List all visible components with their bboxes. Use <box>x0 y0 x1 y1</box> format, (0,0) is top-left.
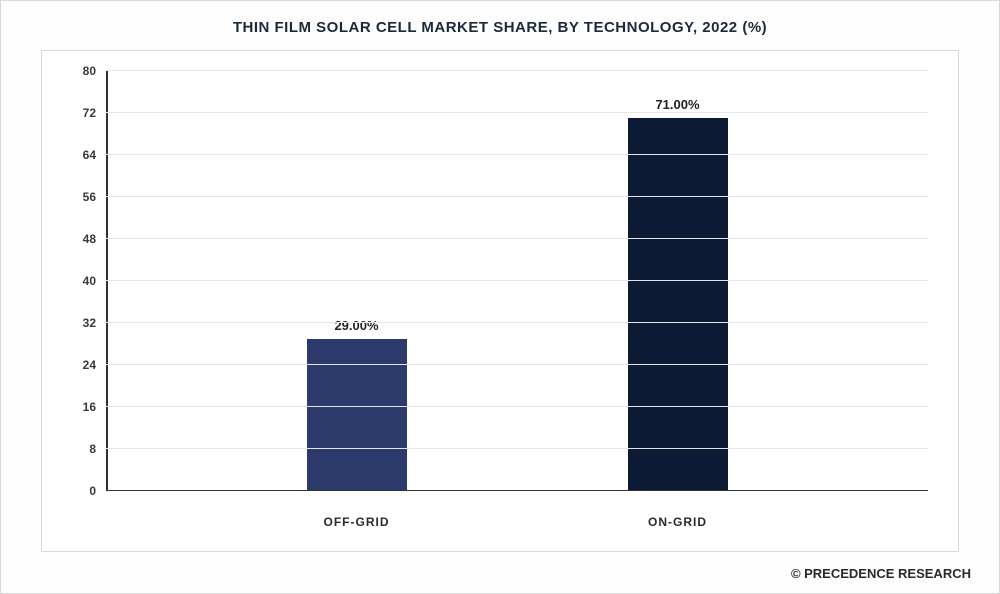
plot-area: 29.00% 71.00% 08162432404856647280 <box>106 71 928 491</box>
grid-line <box>106 70 928 71</box>
chart-title: THIN FILM SOLAR CELL MARKET SHARE, BY TE… <box>1 1 999 44</box>
grid-line <box>106 112 928 113</box>
y-tick-label: 56 <box>83 190 106 204</box>
bar-on-grid <box>628 118 728 491</box>
grid-line <box>106 238 928 239</box>
grid-line <box>106 490 928 491</box>
y-tick-label: 24 <box>83 358 106 372</box>
grid-line <box>106 448 928 449</box>
bar-off-grid <box>307 339 407 491</box>
grid-line <box>106 364 928 365</box>
grid-line <box>106 196 928 197</box>
y-tick-label: 8 <box>89 442 106 456</box>
y-tick-label: 16 <box>83 400 106 414</box>
bars-group: 29.00% 71.00% <box>106 71 928 491</box>
y-tick-label: 80 <box>83 64 106 78</box>
y-tick-label: 0 <box>89 484 106 498</box>
y-tick-label: 32 <box>83 316 106 330</box>
grid-line <box>106 154 928 155</box>
x-label-off-grid: OFF-GRID <box>297 515 417 529</box>
chart-frame: 29.00% 71.00% 08162432404856647280 OFF-G… <box>41 50 959 552</box>
x-axis-labels: OFF-GRID ON-GRID <box>106 515 928 529</box>
y-tick-label: 72 <box>83 106 106 120</box>
y-tick-label: 48 <box>83 232 106 246</box>
grid-line <box>106 406 928 407</box>
bar-slot-on-grid: 71.00% <box>618 118 738 491</box>
attribution-text: © PRECEDENCE RESEARCH <box>1 558 999 593</box>
x-label-on-grid: ON-GRID <box>618 515 738 529</box>
grid-line <box>106 280 928 281</box>
bar-value-label: 71.00% <box>655 97 699 118</box>
y-axis-line <box>106 71 108 491</box>
y-tick-label: 40 <box>83 274 106 288</box>
bar-value-label: 29.00% <box>334 318 378 339</box>
y-tick-label: 64 <box>83 148 106 162</box>
chart-container: THIN FILM SOLAR CELL MARKET SHARE, BY TE… <box>0 0 1000 594</box>
bar-slot-off-grid: 29.00% <box>297 339 417 491</box>
grid-line <box>106 322 928 323</box>
